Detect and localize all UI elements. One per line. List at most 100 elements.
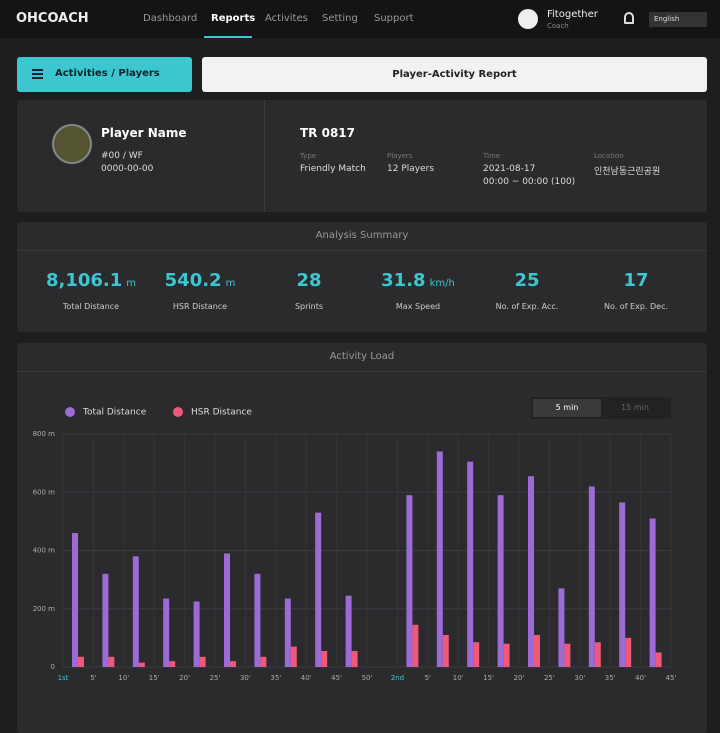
x-tick-label: 20' [514, 674, 525, 682]
bar [467, 461, 474, 667]
user-name: Fitogether [547, 9, 598, 20]
bell-icon[interactable] [624, 12, 634, 24]
x-tick-label: 45' [666, 674, 677, 682]
player-name: Player Name [101, 126, 187, 140]
bar [102, 573, 109, 667]
bar [625, 637, 632, 667]
x-tick-label: 50' [362, 674, 373, 682]
bar [230, 661, 236, 667]
bar [72, 533, 78, 667]
player-photo [52, 124, 92, 164]
x-tick-label: 30' [240, 674, 251, 682]
y-tick-label: 0 [51, 663, 55, 671]
summary-value: 540.2 [164, 270, 222, 291]
divider [264, 100, 265, 212]
bar [503, 643, 510, 667]
y-tick-label: 800 m [33, 430, 56, 438]
nav-item[interactable]: Support [374, 13, 414, 24]
bar [655, 652, 662, 667]
summary-label: Max Speed [395, 302, 441, 311]
legend-label: Total Distance [82, 408, 147, 418]
toggle-option[interactable]: 15 min [621, 403, 649, 412]
y-tick-label: 600 m [33, 488, 56, 496]
bar [619, 502, 626, 667]
bar [321, 650, 328, 667]
bar [163, 598, 170, 667]
x-tick-label: 40' [635, 674, 646, 682]
bar [169, 661, 176, 667]
bar [473, 642, 480, 667]
x-tick-label: 45' [331, 674, 342, 682]
info-panel: Player Name #00 / WF 0000-00-00 TR 0817 … [17, 100, 707, 212]
nav-bar: OHCOACH Dashboard Reports Activites Sett… [0, 0, 720, 38]
summary-label: Sprints [294, 302, 324, 311]
nav-item[interactable]: Setting [322, 13, 358, 24]
summary-value: 31.8 [381, 270, 426, 291]
summary-value-row: 31.8 km/h [358, 270, 478, 291]
bar [315, 512, 322, 667]
x-tick-label: 5' [90, 674, 96, 682]
summary-label: HSR Distance [172, 302, 228, 311]
legend-label: HSR Distance [191, 408, 252, 418]
language-select[interactable]: English [649, 12, 707, 27]
field-value: Friendly Match [300, 164, 366, 174]
interval-toggle: 5 min 15 min [531, 397, 671, 419]
match-title: TR 0817 [300, 126, 356, 140]
x-tick-label: 10' [453, 674, 464, 682]
x-tick-label: 40' [301, 674, 312, 682]
summary-label: No. of Exp. Acc. [495, 302, 559, 311]
x-tick-label: 30' [574, 674, 585, 682]
field-label: Location [594, 152, 624, 160]
bar [528, 476, 534, 667]
bar [260, 656, 267, 667]
nav-item[interactable]: Activites [265, 13, 308, 24]
bar [564, 643, 571, 667]
summary-value: 17 [623, 270, 649, 291]
bar [594, 642, 601, 667]
brand: OHCOACH [16, 11, 89, 26]
field-label: Type [300, 152, 317, 160]
player-date: 0000-00-00 [101, 164, 154, 174]
x-tick-label: 1st [58, 674, 69, 682]
bar [436, 451, 443, 667]
summary-value: 28 [296, 270, 322, 291]
bar [224, 553, 230, 667]
x-tick-label: 35' [270, 674, 281, 682]
bar [290, 646, 297, 667]
x-tick-label: 15' [149, 674, 160, 682]
user-avatar[interactable] [518, 9, 538, 29]
bar [351, 650, 358, 667]
x-tick-label: 15' [483, 674, 494, 682]
button-label: Activities / Players [55, 68, 160, 79]
bar [412, 624, 419, 667]
summary-unit: km/h [429, 278, 455, 289]
report-button[interactable]: Player-Activity Report [202, 57, 707, 92]
bar [534, 634, 540, 667]
bar [254, 573, 261, 667]
y-tick-label: 400 m [33, 547, 56, 555]
field-label: Time [483, 152, 501, 160]
bar [284, 598, 291, 667]
nav-item[interactable]: Reports [211, 13, 256, 24]
activities-button[interactable]: Activities / Players [17, 57, 192, 92]
summary-label: No. of Exp. Dec. [603, 302, 669, 311]
bar [132, 556, 139, 667]
bar [406, 495, 413, 667]
summary-value-row: 17 [576, 270, 696, 291]
nav-item[interactable]: Dashboard [143, 13, 198, 24]
field-value: 인천남동근린공원 [594, 167, 661, 177]
bar [345, 595, 352, 667]
toggle-option[interactable]: 5 min [533, 399, 601, 417]
summary-value-row: 8,106.1 m [31, 270, 151, 291]
user-role: Coach [547, 22, 569, 30]
x-tick-label: 2nd [391, 674, 404, 682]
field-value: 12 Players [387, 164, 435, 174]
bar [442, 634, 449, 667]
nav-underline [204, 36, 252, 38]
menu-icon [32, 69, 43, 71]
summary-label: Total Distance [62, 302, 120, 311]
summary-value-row: 25 [467, 270, 587, 291]
summary-panel: Analysis Summary 8,106.1 m Total Distance 5… [17, 222, 707, 332]
bar [199, 656, 206, 667]
x-tick-label: 35' [605, 674, 616, 682]
